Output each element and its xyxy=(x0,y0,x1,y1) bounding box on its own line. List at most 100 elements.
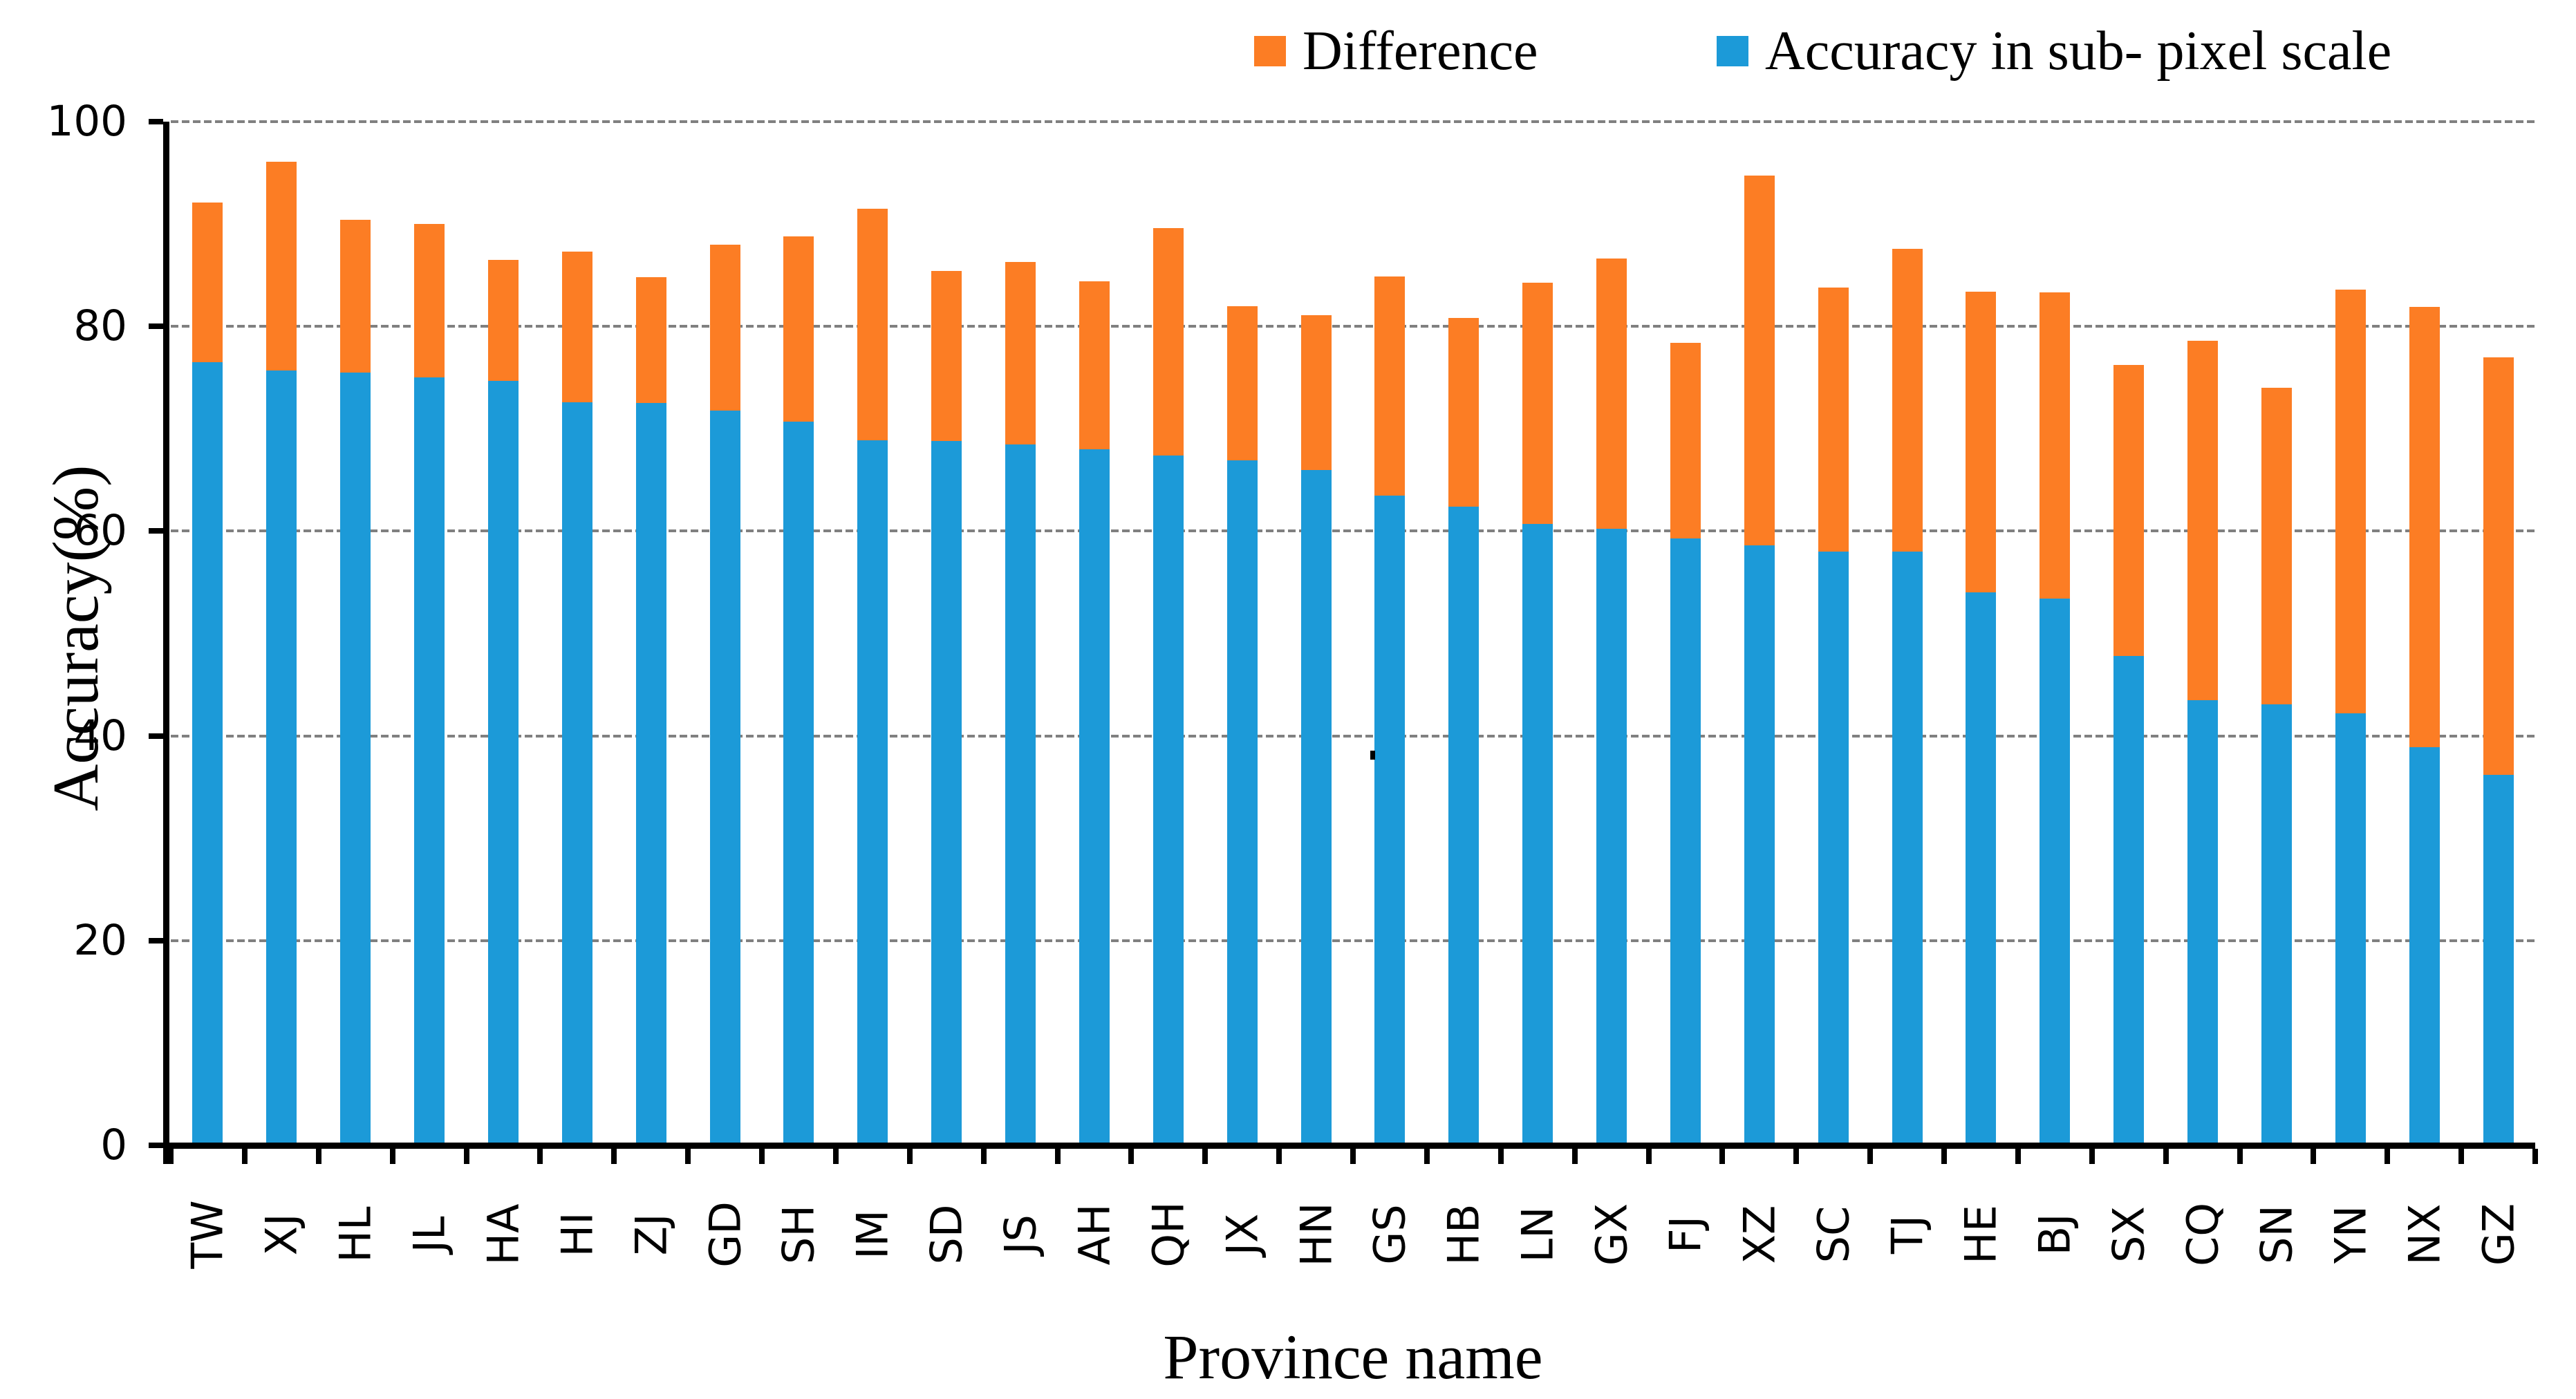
bar-IM-difference xyxy=(857,208,888,440)
x-tick-19 xyxy=(1571,1149,1578,1164)
x-category-label-TJ: TJ xyxy=(1882,1214,1933,1255)
bar-YN-accuracy xyxy=(2335,713,2366,1145)
bar-TW-difference xyxy=(192,202,223,363)
bar-JX-difference xyxy=(1226,306,1258,461)
legend-swatch-difference xyxy=(1254,36,1286,66)
y-tick-80 xyxy=(149,323,163,330)
bar-CQ-accuracy xyxy=(2187,700,2219,1145)
x-category-label-JL: JL xyxy=(404,1216,455,1253)
bar-LN-difference xyxy=(1522,282,1553,525)
bar-JS-difference xyxy=(1005,261,1036,444)
x-tick-8 xyxy=(759,1149,765,1164)
bar-TW-accuracy xyxy=(192,362,223,1145)
x-category-label-GS: GS xyxy=(1364,1204,1415,1265)
bar-SD-accuracy xyxy=(931,441,962,1145)
bar-QH-accuracy xyxy=(1152,455,1184,1145)
bar-HE-difference xyxy=(1966,291,1997,593)
bar-BJ-difference xyxy=(2040,292,2071,599)
x-tick-10 xyxy=(906,1149,913,1164)
x-category-label-HI: HI xyxy=(552,1212,603,1257)
bar-AH-difference xyxy=(1079,281,1110,449)
x-category-label-JS: JS xyxy=(995,1214,1046,1255)
bar-SD-difference xyxy=(931,271,962,442)
x-tick-29 xyxy=(2311,1149,2317,1164)
y-tick-label-40: 40 xyxy=(73,711,127,760)
x-category-label-ZJ: ZJ xyxy=(626,1213,677,1256)
y-tick-label-80: 80 xyxy=(73,301,127,351)
bar-HB-accuracy xyxy=(1448,506,1480,1145)
bar-HL-difference xyxy=(340,220,371,373)
bar-SN-difference xyxy=(2261,388,2292,704)
x-category-label-HN: HN xyxy=(1291,1202,1342,1267)
x-tick-22 xyxy=(1793,1149,1800,1164)
x-category-label-XZ: XZ xyxy=(1734,1205,1785,1264)
bar-HA-difference xyxy=(487,259,519,381)
x-tick-23 xyxy=(1867,1149,1874,1164)
x-category-label-GX: GX xyxy=(1586,1203,1637,1266)
x-tick-26 xyxy=(2089,1149,2095,1164)
bar-BJ-accuracy xyxy=(2040,599,2071,1145)
x-category-label-SC: SC xyxy=(1808,1205,1859,1264)
bar-XZ-accuracy xyxy=(1744,545,1775,1145)
bar-SH-difference xyxy=(783,236,814,422)
y-tick-0 xyxy=(149,1143,163,1148)
bar-HE-accuracy xyxy=(1966,592,1997,1145)
x-tick-27 xyxy=(2163,1149,2169,1164)
x-category-label-BJ: BJ xyxy=(2029,1213,2080,1256)
gridline-100 xyxy=(171,120,2535,123)
x-category-label-SX: SX xyxy=(2103,1206,2154,1263)
legend-label-accuracy: Accuracy in sub- pixel scale xyxy=(1765,21,2392,82)
x-category-label-HE: HE xyxy=(1955,1205,2006,1264)
x-category-label-GZ: GZ xyxy=(2473,1203,2524,1266)
y-tick-60 xyxy=(149,528,163,534)
bar-HI-accuracy xyxy=(561,402,592,1145)
x-tick-20 xyxy=(1645,1149,1652,1164)
x-category-label-HL: HL xyxy=(330,1206,381,1263)
x-category-label-TW: TW xyxy=(182,1200,233,1269)
bar-HL-accuracy xyxy=(340,372,371,1145)
bar-LN-accuracy xyxy=(1522,524,1553,1145)
bar-IM-accuracy xyxy=(857,440,888,1145)
bar-HN-accuracy xyxy=(1300,469,1332,1145)
bar-GS-difference xyxy=(1374,276,1406,496)
bar-GD-difference xyxy=(709,244,740,411)
bar-HB-difference xyxy=(1448,318,1480,507)
x-category-label-XJ: XJ xyxy=(256,1213,307,1256)
x-category-label-SN: SN xyxy=(2251,1205,2302,1264)
x-category-label-SH: SH xyxy=(773,1205,824,1264)
x-category-label-HB: HB xyxy=(1438,1203,1489,1266)
y-axis-title: Accuracy(%) xyxy=(40,464,112,811)
gridline-20 xyxy=(171,939,2535,942)
bar-GX-accuracy xyxy=(1596,529,1627,1145)
x-category-label-HA: HA xyxy=(478,1203,529,1266)
bar-ZJ-accuracy xyxy=(635,403,666,1145)
x-tick-13 xyxy=(1128,1149,1135,1164)
bar-SH-accuracy xyxy=(783,421,814,1145)
bar-YN-difference xyxy=(2335,289,2366,713)
x-tick-4 xyxy=(463,1149,469,1164)
bar-GZ-difference xyxy=(2483,357,2514,775)
x-tick-25 xyxy=(2015,1149,2021,1164)
legend-item-difference: Difference xyxy=(1254,12,1538,90)
y-tick-40 xyxy=(149,733,163,739)
y-tick-label-0: 0 xyxy=(100,1120,127,1170)
x-tick-15 xyxy=(1276,1149,1282,1164)
bar-JS-accuracy xyxy=(1005,444,1036,1145)
bar-SC-difference xyxy=(1818,287,1849,552)
x-tick-7 xyxy=(685,1149,691,1164)
x-tick-24 xyxy=(1941,1149,1947,1164)
bar-SC-accuracy xyxy=(1818,552,1849,1145)
x-category-label-LN: LN xyxy=(1512,1206,1563,1263)
x-tick-32 xyxy=(2532,1149,2538,1164)
x-tick-16 xyxy=(1350,1149,1356,1164)
x-tick-5 xyxy=(537,1149,543,1164)
x-category-label-SD: SD xyxy=(921,1204,972,1265)
x-tick-11 xyxy=(980,1149,987,1164)
bar-SX-accuracy xyxy=(2113,656,2145,1145)
bar-CQ-difference xyxy=(2187,340,2219,700)
bar-NX-difference xyxy=(2409,307,2440,747)
x-category-label-FJ: FJ xyxy=(1660,1216,1711,1253)
y-axis-line xyxy=(163,122,169,1164)
x-tick-2 xyxy=(315,1149,321,1164)
